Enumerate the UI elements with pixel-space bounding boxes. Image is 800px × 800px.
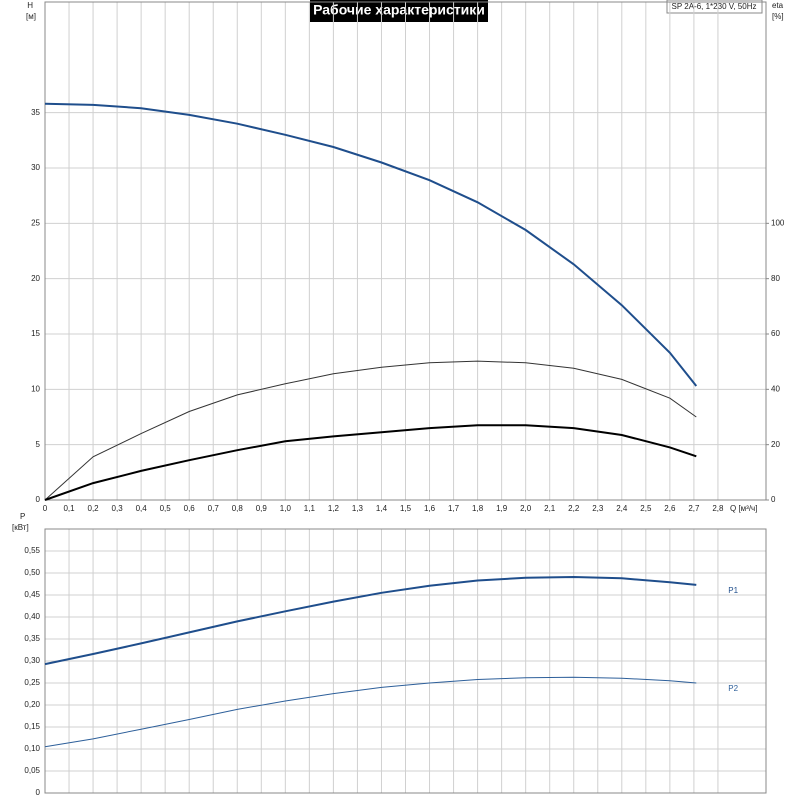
annotation: SP 2A-6, 1*230 V, 50Hz — [672, 2, 757, 11]
y-axis-label: P — [20, 512, 25, 521]
y-tick-label: 0 — [36, 788, 41, 797]
y-axis-unit: [м] — [26, 12, 36, 21]
x-tick-label: 2,1 — [544, 504, 556, 513]
x-tick-label: 1,0 — [280, 504, 292, 513]
y-tick-label: 0,20 — [24, 700, 40, 709]
y-tick-label: 25 — [31, 218, 40, 227]
y-tick-label: 30 — [31, 163, 40, 172]
x-tick-label: 1,1 — [304, 504, 316, 513]
y-tick-label: 0,50 — [24, 568, 40, 577]
x-tick-label: 1,3 — [352, 504, 364, 513]
x-tick-label: 0,9 — [256, 504, 268, 513]
info-box — [666, 0, 763, 14]
x-tick-label: 0,1 — [63, 504, 75, 513]
y2-tick-label: 60 — [771, 329, 780, 338]
x-tick-label: 1,6 — [424, 504, 436, 513]
curve — [44, 424, 697, 501]
plot-border — [44, 1, 767, 501]
x-tick-label: 0 — [43, 504, 48, 513]
y-tick-label: 0,05 — [24, 766, 40, 775]
x-axis-label: Q [м³/ч] — [730, 504, 757, 513]
y-tick-label: 10 — [31, 384, 40, 393]
x-tick-label: 1,5 — [400, 504, 412, 513]
x-tick-label: 1,2 — [328, 504, 340, 513]
y2-axis-label: eta — [772, 1, 784, 10]
y-tick-label: 20 — [31, 274, 40, 283]
y2-tick-label: 40 — [771, 384, 780, 393]
y2-axis-unit: [%] — [772, 12, 784, 21]
x-tick-label: 0,8 — [232, 504, 244, 513]
plot-border — [44, 528, 767, 794]
y-tick-label: 0,30 — [24, 656, 40, 665]
x-tick-label: 2,0 — [520, 504, 532, 513]
y-tick-label: 0,10 — [24, 744, 40, 753]
x-tick-label: 1,7 — [448, 504, 460, 513]
x-tick-label: 0,7 — [208, 504, 220, 513]
y-tick-label: 0,15 — [24, 722, 40, 731]
series-label: P2 — [728, 684, 738, 693]
x-tick-label: 1,4 — [376, 504, 388, 513]
x-tick-label: 2,7 — [688, 504, 700, 513]
y-tick-label: 0,35 — [24, 634, 40, 643]
curve — [44, 360, 697, 501]
x-tick-label: 0,3 — [112, 504, 124, 513]
x-tick-label: 1,8 — [472, 504, 484, 513]
x-tick-label: 0,2 — [88, 504, 100, 513]
y-tick-label: 0,55 — [24, 546, 40, 555]
curve — [44, 676, 697, 748]
x-tick-label: 2,5 — [640, 504, 652, 513]
y2-tick-label: 100 — [771, 218, 785, 227]
y2-tick-label: 20 — [771, 440, 780, 449]
x-tick-label: 0,5 — [160, 504, 172, 513]
x-tick-label: 2,3 — [592, 504, 604, 513]
x-tick-label: 2,6 — [664, 504, 676, 513]
x-tick-label: 0,4 — [136, 504, 148, 513]
chart-title: Рабочие характеристики — [313, 2, 485, 18]
series-label: P1 — [728, 586, 738, 595]
y2-tick-label: 80 — [771, 274, 780, 283]
x-tick-label: 2,8 — [712, 504, 724, 513]
y-axis-label: H — [27, 1, 33, 10]
curve — [44, 575, 697, 666]
x-tick-label: 2,4 — [616, 504, 628, 513]
y-tick-label: 0 — [36, 495, 41, 504]
y-tick-label: 5 — [36, 440, 41, 449]
y-tick-label: 0,25 — [24, 678, 40, 687]
y2-tick-label: 0 — [771, 495, 776, 504]
x-tick-label: 1,9 — [496, 504, 508, 513]
curve — [44, 102, 698, 387]
x-tick-label: 0,6 — [184, 504, 196, 513]
y-tick-label: 0,45 — [24, 590, 40, 599]
title-box — [310, 0, 488, 22]
y-axis-unit: [кВт] — [12, 523, 29, 532]
y-tick-label: 0,40 — [24, 612, 40, 621]
y-tick-label: 15 — [31, 329, 40, 338]
y-tick-label: 35 — [31, 108, 40, 117]
x-tick-label: 2,2 — [568, 504, 580, 513]
